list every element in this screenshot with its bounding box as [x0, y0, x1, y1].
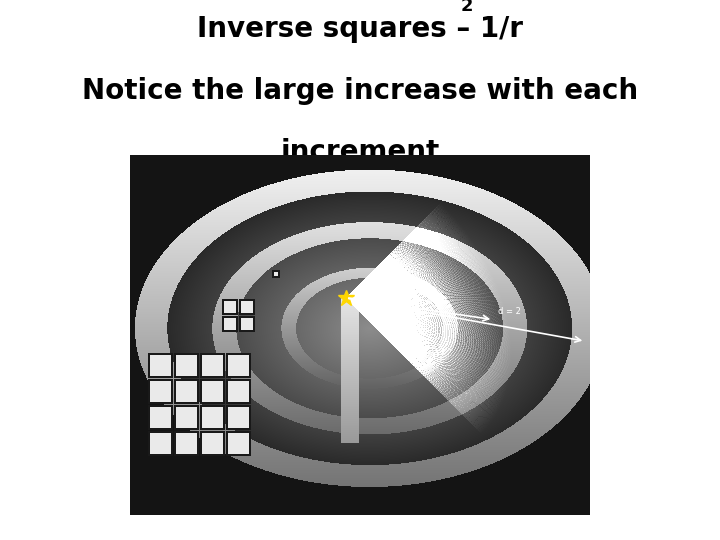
Text: Inverse squares – 1/r: Inverse squares – 1/r — [197, 15, 523, 43]
Text: d = 3: d = 3 — [590, 329, 613, 338]
Text: Notice the large increase with each: Notice the large increase with each — [82, 77, 638, 105]
Text: 2: 2 — [460, 0, 473, 16]
Text: d = 2: d = 2 — [498, 307, 521, 316]
Text: increment: increment — [280, 138, 440, 166]
Text: d = 1: d = 1 — [415, 289, 438, 298]
